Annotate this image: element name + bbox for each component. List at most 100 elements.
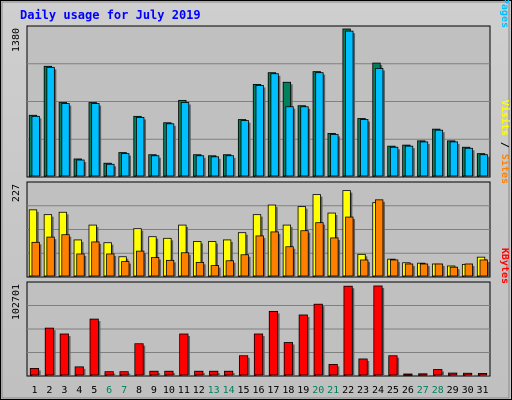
bar-sites-day-10 [165,259,175,277]
bar-kbytes-day-12 [194,370,204,376]
bar-sites-day-15 [240,254,249,277]
bar-files-day-26 [404,145,414,177]
x-tick-label: 29 [447,385,459,396]
legend-pages: Pages [499,0,510,28]
bar-files-day-5 [91,103,100,177]
middle-scale-label: 227 [11,184,22,202]
bar-kbytes-day-31 [477,373,488,376]
bottom-scale-label: 102701 [11,284,22,320]
bar-sites-day-24 [375,199,384,277]
bar-kbytes-day-25 [388,355,398,376]
bar-files-day-17 [270,73,279,177]
bar-kbytes-day-19 [298,314,308,376]
bar-files-day-9 [151,155,160,177]
x-tick-label: 24 [372,385,384,396]
bar-kbytes-day-22 [343,285,353,376]
x-tick-label: 26 [402,385,414,396]
bar-files-day-29 [449,141,458,177]
x-tick-label: 14 [223,385,235,396]
bar-files-day-27 [419,141,429,177]
x-tick-label: 16 [252,385,264,396]
bar-sites-day-12 [195,261,205,277]
middle-bars [28,190,490,278]
bar-files-day-31 [479,154,488,177]
bar-kbytes-day-6 [104,371,114,376]
bar-files-day-25 [389,146,399,177]
top-scale-label: 1380 [11,28,22,52]
bar-files-day-22 [345,30,354,177]
bar-sites-day-13 [210,265,220,277]
bar-files-day-11 [180,102,190,177]
bar-kbytes-day-7 [119,371,129,376]
bar-kbytes-day-28 [433,369,443,376]
bar-sites-day-22 [345,216,354,277]
bar-kbytes-day-3 [59,333,69,376]
top-legend: Hits / Files / Pages [499,0,511,28]
bar-files-day-14 [225,155,234,177]
x-tick-label: 3 [61,385,67,396]
bar-sites-day-5 [91,241,100,277]
bar-kbytes-day-15 [238,355,249,376]
x-tick-label: 5 [91,385,97,396]
bar-files-day-30 [464,147,473,177]
bar-kbytes-day-23 [358,358,368,376]
bottom-panel: 102701 KBytes [11,248,510,377]
x-tick-label: 13 [208,385,220,396]
x-tick-label: 9 [151,385,157,396]
bar-files-day-15 [240,120,249,177]
x-tick-label: 7 [121,385,127,396]
bar-sites-day-17 [270,231,279,277]
bar-sites-day-1 [31,241,40,277]
bar-kbytes-day-11 [179,333,189,376]
bar-kbytes-day-2 [44,327,54,376]
bar-files-day-20 [315,72,324,177]
bar-kbytes-day-18 [283,342,293,376]
chart-panels: 1380 Hits / Files / Pages 227 Visits / Site… [11,0,511,377]
bottom-bar-shadow [480,375,489,377]
legend-kbytes: KBytes [499,248,510,284]
bar-files-day-18 [285,106,294,177]
bar-sites-day-7 [121,261,130,277]
bar-kbytes-day-26 [403,373,413,376]
x-tick-label: 2 [46,385,52,396]
bar-kbytes-day-5 [89,318,99,376]
x-tick-label: 22 [342,385,354,396]
bar-files-day-6 [106,163,115,177]
bar-sites-day-9 [151,257,160,277]
bar-files-day-8 [136,117,145,177]
bar-kbytes-day-9 [149,370,159,376]
x-tick-label: 31 [477,385,489,396]
x-tick-label: 28 [432,385,444,396]
bar-kbytes-day-30 [463,372,473,376]
legend-separator: / [499,136,510,154]
bottom-bar-shadow [465,375,474,377]
bar-sites-day-16 [255,235,264,277]
top-panel: 1380 Hits / Files / Pages [11,0,511,179]
bar-kbytes-day-14 [224,370,234,376]
bar-sites-day-28 [434,263,444,277]
x-tick-label: 18 [282,385,294,396]
bar-files-day-10 [165,123,175,177]
legend-visits: Visits [499,100,511,136]
bottom-bar-shadow [405,376,415,377]
bar-sites-day-27 [419,263,429,277]
bar-kbytes-day-4 [74,366,84,376]
x-tick-label: 10 [163,385,175,396]
bar-kbytes-day-21 [328,363,338,376]
bottom-legend: KBytes [499,248,510,284]
x-tick-label: 20 [312,385,324,396]
bar-sites-day-29 [449,266,458,277]
x-tick-label: 19 [297,385,309,396]
bar-sites-day-14 [225,260,234,277]
bottom-bar-shadow [450,375,459,377]
bar-sites-day-19 [300,230,309,277]
bar-sites-day-11 [180,252,190,277]
x-tick-label: 27 [417,385,429,396]
x-tick-label: 21 [327,385,339,396]
bar-sites-day-21 [330,237,339,277]
x-tick-label: 1 [31,385,37,396]
x-tick-label: 30 [462,385,474,396]
bar-kbytes-day-16 [253,333,264,376]
bar-files-day-13 [210,156,220,177]
